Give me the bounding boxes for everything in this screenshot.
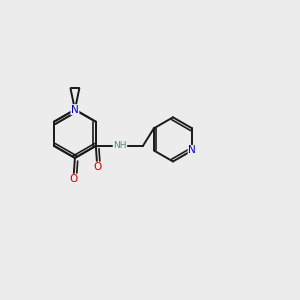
Text: N: N: [71, 105, 79, 115]
Text: NH: NH: [113, 141, 127, 150]
Text: N: N: [188, 146, 196, 155]
Text: O: O: [93, 162, 101, 172]
Text: O: O: [69, 174, 78, 184]
